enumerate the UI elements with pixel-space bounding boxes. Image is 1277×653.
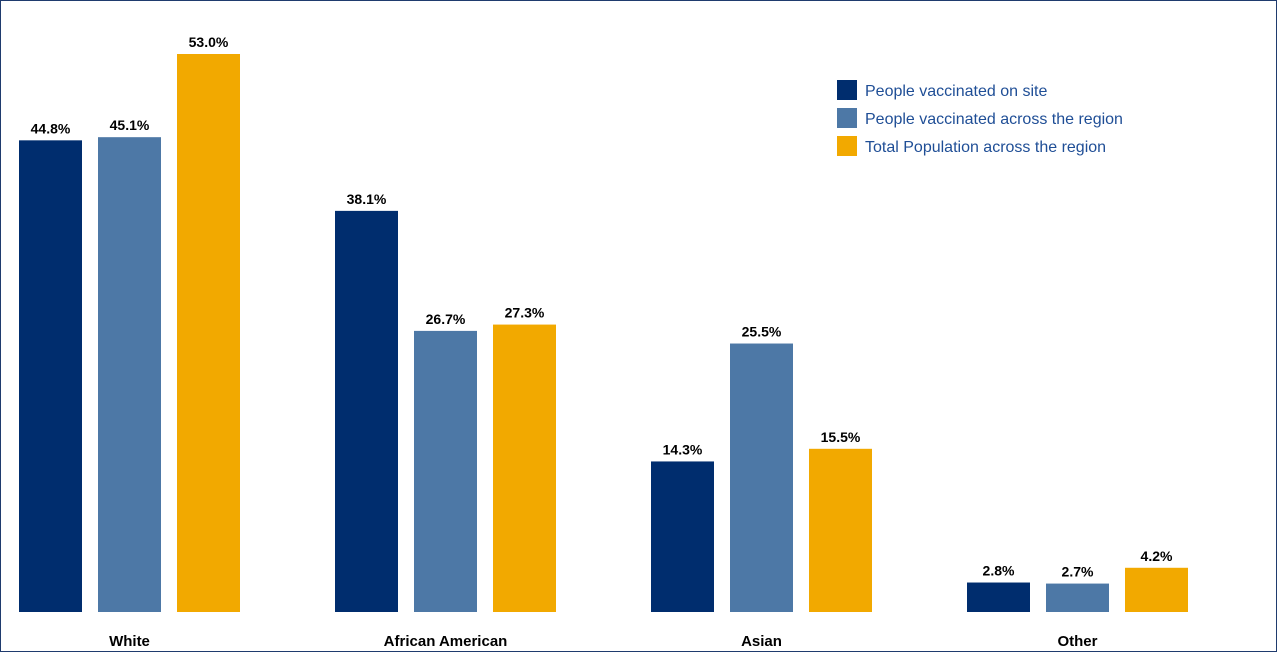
legend-swatch-series-3 [837,136,857,156]
data-label-african-american-series-2: 26.7% [426,311,466,327]
bar-asian-series-2 [730,343,793,612]
data-label-african-american-series-3: 27.3% [505,305,545,321]
bar-african-american-series-2 [414,330,477,612]
data-label-white-series-2: 45.1% [110,117,150,133]
data-label-other-series-2: 2.7% [1062,564,1094,580]
category-labels-layer: White African American Asian Other [109,633,1098,650]
data-label-other-series-1: 2.8% [983,563,1015,579]
bar-asian-series-3 [809,448,872,612]
data-label-asian-series-2: 25.5% [742,324,782,340]
bar-other-series-1 [967,582,1030,612]
bar-asian-series-1 [651,461,714,612]
category-label-asian: Asian [741,633,782,650]
legend: People vaccinated on site People vaccinat… [837,80,1123,156]
bar-african-american-series-1 [335,210,398,612]
data-label-african-american-series-1: 38.1% [347,191,387,207]
legend-swatch-series-2 [837,108,857,128]
data-label-white-series-1: 44.8% [31,120,71,136]
data-label-white-series-3: 53.0% [189,34,229,50]
legend-label-series-2: People vaccinated across the region [865,111,1123,128]
data-label-other-series-3: 4.2% [1141,548,1173,564]
legend-label-series-3: Total Population across the region [865,139,1106,156]
bars-layer [19,54,1188,612]
bar-white-series-3 [177,54,240,612]
category-label-other: Other [1057,633,1097,650]
bar-other-series-3 [1125,567,1188,612]
category-label-african-american: African American [384,633,508,650]
category-label-white: White [109,633,150,650]
bar-african-american-series-3 [493,324,556,612]
bar-white-series-1 [19,140,82,612]
legend-label-series-1: People vaccinated on site [865,83,1047,100]
value-labels-layer: 44.8% 45.1% 53.0% 38.1% 26.7% 27.3% 14.3% 25.5%… [31,34,1173,580]
legend-swatch-series-1 [837,80,857,100]
data-label-asian-series-3: 15.5% [821,429,861,445]
data-label-asian-series-1: 14.3% [663,441,703,457]
bar-white-series-2 [98,137,161,612]
bar-other-series-2 [1046,583,1109,612]
